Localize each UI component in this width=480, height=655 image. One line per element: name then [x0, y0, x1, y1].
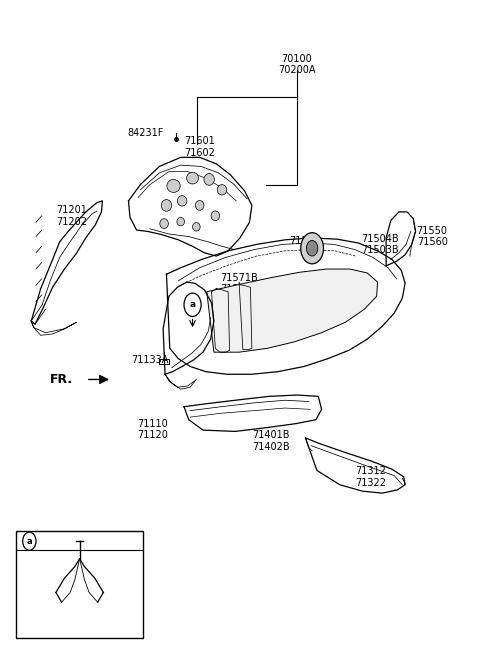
Text: 71504B
71503B: 71504B 71503B	[361, 234, 398, 255]
Text: 71550
71560: 71550 71560	[417, 226, 448, 248]
Ellipse shape	[160, 219, 168, 229]
Circle shape	[184, 293, 201, 316]
Text: 67323L
67333R: 67323L 67333R	[53, 565, 90, 586]
Ellipse shape	[161, 200, 172, 212]
Ellipse shape	[217, 185, 227, 195]
Bar	[16, 531, 143, 638]
Text: 71601
71602: 71601 71602	[184, 136, 215, 158]
Ellipse shape	[192, 223, 200, 231]
Bar	[159, 359, 169, 364]
Ellipse shape	[187, 172, 199, 184]
Ellipse shape	[211, 211, 219, 221]
Ellipse shape	[178, 196, 187, 206]
Text: a: a	[190, 300, 196, 309]
Ellipse shape	[195, 200, 204, 210]
Text: 71571B
71575A: 71571B 71575A	[220, 272, 258, 294]
Circle shape	[306, 240, 318, 256]
Ellipse shape	[177, 217, 184, 226]
Circle shape	[301, 233, 324, 264]
Text: FR.: FR.	[50, 373, 73, 386]
Polygon shape	[207, 269, 378, 352]
Text: 71133A: 71133A	[131, 355, 168, 365]
Circle shape	[23, 532, 36, 550]
Text: 70100
70200A: 70100 70200A	[278, 54, 316, 75]
Text: 71201
71202: 71201 71202	[56, 205, 87, 227]
Text: 71110
71120: 71110 71120	[137, 419, 168, 440]
Ellipse shape	[167, 179, 180, 193]
Ellipse shape	[204, 174, 215, 185]
Text: 71312
71322: 71312 71322	[355, 466, 386, 488]
Text: 71401B
71402B: 71401B 71402B	[252, 430, 289, 452]
Text: 84231F: 84231F	[127, 128, 163, 138]
Text: 71531: 71531	[289, 236, 320, 246]
Text: a: a	[26, 536, 32, 546]
